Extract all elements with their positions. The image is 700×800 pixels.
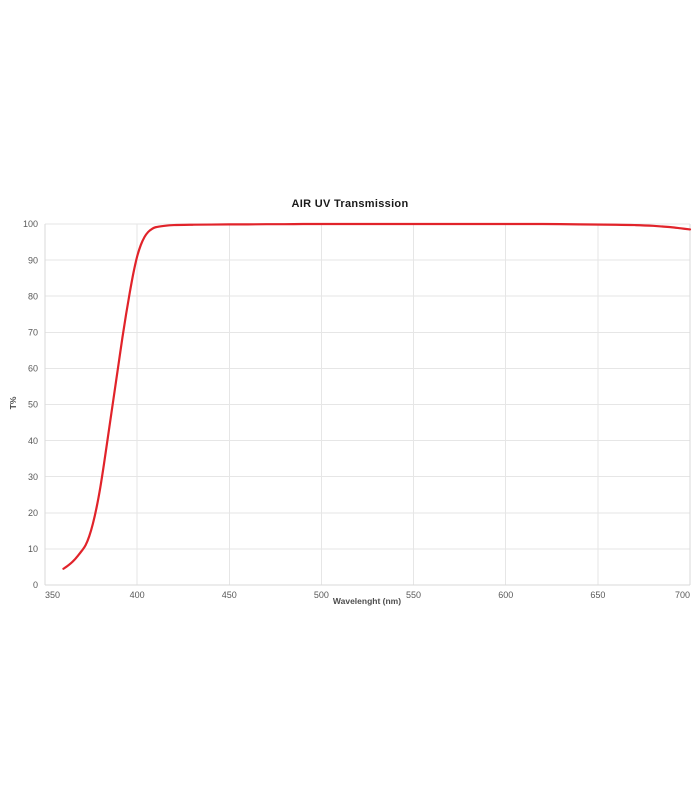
y-tick-label: 40 (28, 436, 38, 446)
vertical-gridlines (136, 224, 599, 585)
y-tick-label: 20 (28, 508, 38, 518)
y-tick-label: 80 (28, 291, 38, 301)
x-tick-label: 450 (222, 590, 237, 600)
x-tick-label: 550 (406, 590, 421, 600)
horizontal-gridlines (45, 223, 690, 586)
x-tick-label: 700 (675, 590, 690, 600)
y-tick-label: 0 (33, 580, 38, 590)
series-line-transmission (62, 222, 692, 570)
x-axis-title: Wavelenght (nm) (333, 596, 401, 606)
x-tick-label: 600 (498, 590, 513, 600)
data-series-group (62, 222, 692, 570)
y-tick-label: 90 (28, 255, 38, 265)
x-tick-label: 650 (590, 590, 605, 600)
x-tick-labels: 350 400 450 500 550 600 650 700 (45, 590, 690, 600)
chart-title: AIR UV Transmission (292, 198, 409, 210)
y-tick-label: 70 (28, 328, 38, 338)
y-tick-label: 10 (28, 544, 38, 554)
x-tick-label: 500 (314, 590, 329, 600)
y-axis-title: T% (8, 396, 18, 409)
x-tick-label: 400 (130, 590, 145, 600)
y-tick-labels: 0 10 20 30 40 50 60 70 80 90 100 (23, 219, 38, 590)
x-tick-label: 350 (45, 590, 60, 600)
y-tick-label: 60 (28, 364, 38, 374)
y-tick-label: 30 (28, 472, 38, 482)
y-tick-label: 100 (23, 219, 38, 229)
y-tick-label: 50 (28, 400, 38, 410)
